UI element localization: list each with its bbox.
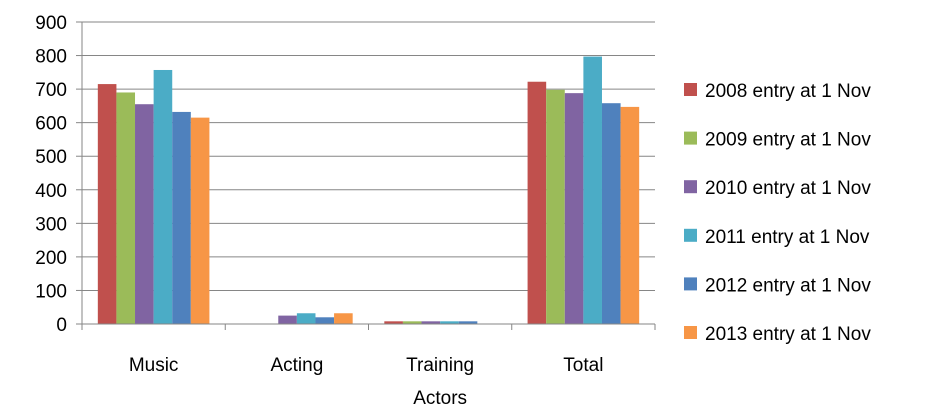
x-category-label: Training Actors xyxy=(406,355,474,406)
bar xyxy=(527,81,547,324)
legend-label: 2010 entry at 1 Nov xyxy=(705,178,871,199)
x-category-label: Total xyxy=(563,355,603,376)
bars xyxy=(97,56,640,325)
legend-item: 2008 entry at 1 Nov xyxy=(684,81,871,102)
legend-item: 2010 entry at 1 Nov xyxy=(684,178,871,199)
y-tick-label: 200 xyxy=(35,248,67,269)
bar xyxy=(421,321,441,324)
bar xyxy=(458,321,478,324)
legend-label: 2009 entry at 1 Nov xyxy=(705,130,871,151)
legend-label: 2013 entry at 1 Nov xyxy=(705,324,871,345)
y-tick-label: 500 xyxy=(35,147,67,168)
legend-swatch xyxy=(684,326,697,339)
y-tick-label: 600 xyxy=(35,114,67,135)
legend-item: 2013 entry at 1 Nov xyxy=(684,324,871,345)
y-tick-label: 100 xyxy=(35,281,67,302)
bar xyxy=(546,89,565,324)
bar xyxy=(601,103,621,324)
y-tick-label: 300 xyxy=(35,214,67,235)
y-tick-label: 0 xyxy=(56,315,67,336)
bar xyxy=(384,321,403,324)
y-tick-label: 700 xyxy=(35,80,67,101)
legend-swatch xyxy=(684,277,697,291)
bar xyxy=(153,69,173,324)
bar xyxy=(583,56,602,325)
legend: 2008 entry at 1 Nov 2009 entry at 1 Nov 20… xyxy=(684,81,871,345)
y-tick-label: 900 xyxy=(35,13,67,34)
bar xyxy=(564,93,584,324)
bar xyxy=(190,117,210,324)
bar xyxy=(296,313,316,324)
legend-item: 2009 entry at 1 Nov xyxy=(684,130,871,151)
legend-swatch xyxy=(684,83,697,96)
bar xyxy=(97,84,117,324)
x-axis-category-labels: Music Acting Training Actors Total xyxy=(129,355,604,406)
legend-label: 2012 entry at 1 Nov xyxy=(705,275,871,296)
bar xyxy=(135,104,154,325)
bar xyxy=(278,315,297,324)
y-tick-label: 400 xyxy=(35,181,67,202)
legend-swatch xyxy=(684,228,697,242)
y-axis-tick-labels: 0 100 200 300 400 500 600 700 800 900 xyxy=(35,13,67,336)
axes xyxy=(76,21,656,330)
legend-swatch xyxy=(684,180,697,194)
bar xyxy=(172,111,191,325)
bar xyxy=(620,106,640,325)
bar xyxy=(440,321,459,324)
x-category-label: Music xyxy=(129,355,179,376)
legend-label: 2011 entry at 1 Nov xyxy=(705,227,870,248)
bar xyxy=(315,317,335,324)
x-category-label: Acting xyxy=(270,355,323,376)
y-tick-label: 800 xyxy=(35,47,67,68)
legend-item: 2011 entry at 1 Nov xyxy=(684,227,870,248)
legend-item: 2012 entry at 1 Nov xyxy=(684,275,871,296)
legend-label: 2008 entry at 1 Nov xyxy=(705,81,871,102)
bar xyxy=(116,92,136,324)
bar xyxy=(334,313,353,324)
bar xyxy=(402,321,422,324)
legend-swatch xyxy=(684,131,697,145)
